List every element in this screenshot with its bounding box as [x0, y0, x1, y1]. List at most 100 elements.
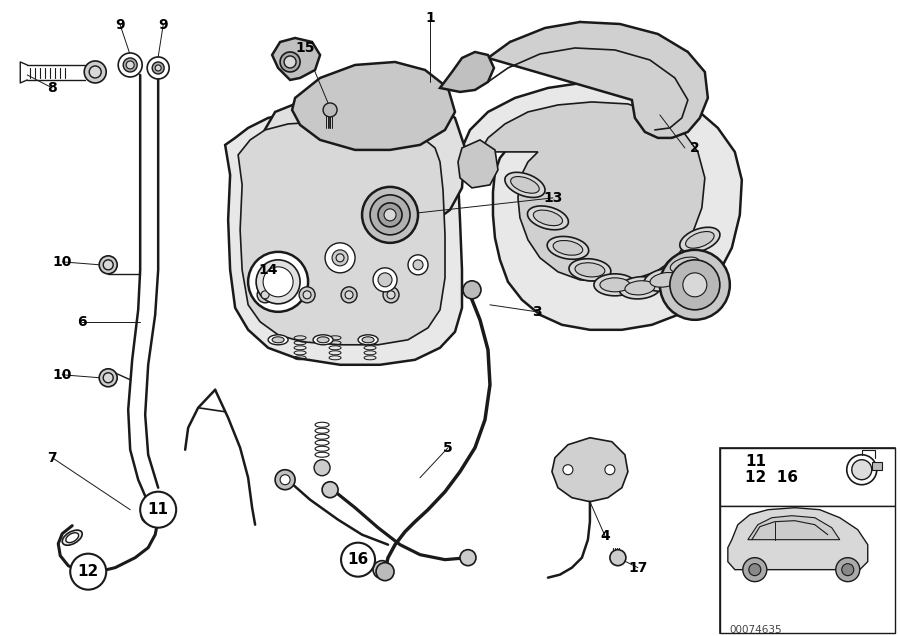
Ellipse shape: [619, 277, 661, 299]
Circle shape: [370, 195, 410, 235]
Ellipse shape: [680, 227, 720, 252]
Circle shape: [303, 291, 311, 299]
Circle shape: [373, 268, 397, 292]
Circle shape: [378, 203, 402, 227]
Text: 12: 12: [77, 564, 99, 579]
Text: 10: 10: [52, 255, 72, 269]
Circle shape: [345, 291, 353, 299]
Circle shape: [257, 287, 273, 303]
Circle shape: [248, 252, 308, 312]
Circle shape: [140, 492, 176, 528]
Circle shape: [413, 260, 423, 270]
Circle shape: [148, 57, 169, 79]
Circle shape: [99, 369, 117, 387]
Polygon shape: [748, 516, 840, 540]
Text: 11: 11: [148, 502, 168, 517]
Circle shape: [280, 52, 300, 72]
Circle shape: [749, 563, 760, 576]
Ellipse shape: [317, 337, 329, 343]
Polygon shape: [480, 102, 705, 282]
Text: 5: 5: [443, 441, 453, 455]
Circle shape: [314, 460, 330, 476]
Circle shape: [99, 256, 117, 274]
Text: 3: 3: [532, 305, 542, 319]
Ellipse shape: [670, 257, 699, 273]
Circle shape: [847, 455, 877, 485]
Polygon shape: [440, 52, 494, 92]
Text: 1: 1: [425, 11, 435, 25]
Circle shape: [325, 243, 356, 273]
Circle shape: [256, 260, 300, 304]
Ellipse shape: [644, 268, 686, 291]
Ellipse shape: [527, 206, 569, 230]
Text: 16: 16: [347, 552, 369, 567]
Ellipse shape: [547, 237, 589, 259]
Text: 4: 4: [600, 529, 610, 543]
Circle shape: [104, 373, 113, 383]
Ellipse shape: [569, 259, 611, 281]
Circle shape: [322, 481, 338, 498]
Polygon shape: [225, 112, 462, 365]
Text: 8: 8: [48, 81, 57, 95]
Ellipse shape: [66, 533, 78, 543]
Circle shape: [670, 260, 720, 310]
Ellipse shape: [272, 337, 284, 343]
Polygon shape: [458, 140, 498, 188]
Text: 9: 9: [158, 18, 168, 32]
Circle shape: [155, 65, 161, 71]
Circle shape: [145, 509, 155, 520]
Circle shape: [123, 58, 137, 72]
Circle shape: [341, 287, 357, 303]
Bar: [720, 448, 895, 506]
Polygon shape: [462, 82, 742, 330]
Text: 2: 2: [690, 141, 699, 155]
Circle shape: [275, 470, 295, 490]
Circle shape: [605, 465, 615, 474]
Text: 00074635: 00074635: [730, 625, 782, 635]
Circle shape: [341, 543, 375, 577]
Circle shape: [836, 558, 860, 582]
Circle shape: [323, 103, 338, 117]
Circle shape: [373, 561, 391, 579]
Text: 15: 15: [295, 41, 315, 55]
Text: 6: 6: [77, 315, 87, 329]
Circle shape: [660, 250, 730, 320]
Ellipse shape: [362, 337, 374, 343]
Circle shape: [118, 53, 142, 77]
Circle shape: [383, 287, 399, 303]
Circle shape: [408, 255, 428, 275]
Text: 7: 7: [48, 451, 57, 465]
Circle shape: [384, 209, 396, 221]
Polygon shape: [238, 122, 445, 345]
Circle shape: [460, 550, 476, 565]
Text: 11: 11: [745, 454, 766, 469]
Circle shape: [284, 56, 296, 68]
Ellipse shape: [358, 335, 378, 345]
Polygon shape: [552, 438, 628, 502]
Circle shape: [610, 550, 626, 565]
Circle shape: [683, 273, 706, 297]
Text: 17: 17: [628, 561, 648, 575]
Ellipse shape: [650, 272, 680, 287]
Circle shape: [332, 250, 348, 266]
Text: 10: 10: [52, 368, 72, 382]
Circle shape: [89, 66, 101, 78]
Circle shape: [126, 61, 134, 69]
Polygon shape: [272, 38, 320, 80]
Circle shape: [362, 187, 418, 243]
Circle shape: [562, 465, 573, 474]
Circle shape: [104, 260, 113, 270]
Circle shape: [152, 62, 164, 74]
Circle shape: [387, 291, 395, 299]
Circle shape: [851, 460, 872, 480]
Ellipse shape: [554, 240, 582, 255]
Ellipse shape: [510, 177, 539, 193]
Ellipse shape: [505, 172, 545, 197]
Ellipse shape: [664, 253, 706, 277]
Ellipse shape: [62, 530, 82, 545]
Bar: [720, 506, 895, 633]
Circle shape: [842, 563, 854, 576]
Text: 9: 9: [115, 18, 125, 32]
Text: 13: 13: [544, 191, 562, 205]
Circle shape: [263, 267, 293, 297]
